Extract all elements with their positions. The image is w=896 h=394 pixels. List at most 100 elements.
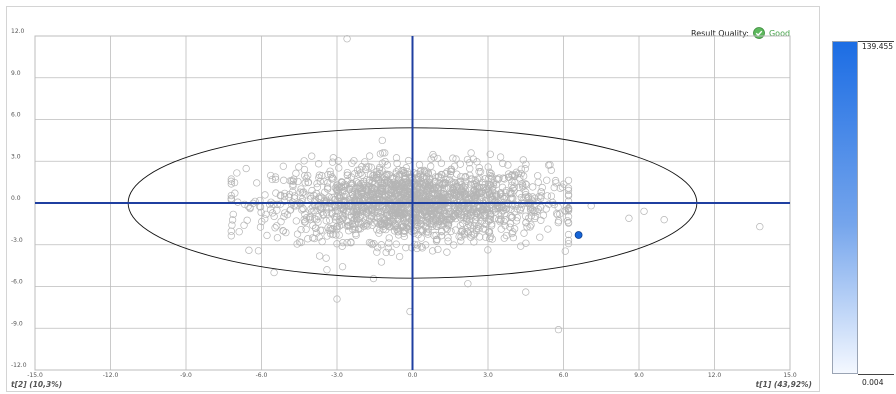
score-point[interactable] bbox=[267, 171, 275, 180]
score-point[interactable] bbox=[376, 186, 384, 194]
score-point[interactable] bbox=[444, 221, 452, 230]
score-point[interactable] bbox=[390, 227, 399, 235]
score-point[interactable] bbox=[348, 191, 356, 199]
score-point[interactable] bbox=[340, 182, 348, 190]
score-point[interactable] bbox=[381, 178, 389, 187]
score-point[interactable] bbox=[506, 190, 515, 198]
score-point[interactable] bbox=[402, 244, 410, 252]
score-point[interactable] bbox=[343, 171, 351, 179]
score-point[interactable] bbox=[468, 208, 476, 216]
score-point[interactable] bbox=[521, 188, 530, 196]
score-point[interactable] bbox=[361, 158, 369, 166]
score-point[interactable] bbox=[422, 241, 430, 249]
score-point[interactable] bbox=[466, 212, 475, 220]
score-point[interactable] bbox=[504, 161, 512, 169]
score-point[interactable] bbox=[365, 217, 373, 225]
score-point[interactable] bbox=[460, 231, 469, 239]
score-point[interactable] bbox=[240, 221, 248, 229]
score-point[interactable] bbox=[454, 187, 462, 195]
score-point[interactable] bbox=[270, 212, 278, 221]
score-point[interactable] bbox=[554, 203, 562, 211]
score-point[interactable] bbox=[500, 175, 509, 183]
score-point[interactable] bbox=[394, 231, 403, 239]
score-point[interactable] bbox=[380, 219, 388, 227]
score-point[interactable] bbox=[392, 154, 401, 162]
score-point[interactable] bbox=[378, 136, 386, 145]
score-point[interactable] bbox=[417, 234, 425, 242]
score-point[interactable] bbox=[356, 183, 364, 191]
score-point[interactable] bbox=[441, 191, 449, 199]
score-point[interactable] bbox=[488, 235, 496, 243]
score-point[interactable] bbox=[419, 216, 427, 225]
score-point[interactable] bbox=[554, 325, 563, 334]
score-point[interactable] bbox=[457, 187, 465, 195]
score-point[interactable] bbox=[486, 234, 494, 243]
score-point[interactable] bbox=[660, 216, 668, 224]
score-point[interactable] bbox=[470, 186, 479, 194]
score-point[interactable] bbox=[508, 213, 517, 221]
score-point[interactable] bbox=[407, 182, 415, 190]
score-point[interactable] bbox=[514, 170, 523, 178]
score-point[interactable] bbox=[246, 204, 254, 213]
score-point[interactable] bbox=[415, 175, 423, 184]
score-point[interactable] bbox=[359, 206, 367, 215]
score-point[interactable] bbox=[459, 214, 468, 222]
score-point[interactable] bbox=[428, 247, 437, 255]
score-point[interactable] bbox=[417, 220, 426, 228]
score-point[interactable] bbox=[397, 200, 406, 209]
score-point[interactable] bbox=[262, 210, 270, 219]
score-point[interactable] bbox=[520, 172, 528, 180]
score-point[interactable] bbox=[302, 225, 310, 233]
score-point[interactable] bbox=[286, 206, 294, 214]
score-point[interactable] bbox=[371, 191, 379, 199]
score-point[interactable] bbox=[445, 184, 453, 193]
score-point[interactable] bbox=[473, 208, 481, 216]
score-point[interactable] bbox=[476, 217, 485, 225]
score-point[interactable] bbox=[550, 183, 558, 192]
score-point[interactable] bbox=[318, 237, 326, 246]
score-point[interactable] bbox=[431, 173, 439, 181]
score-point[interactable] bbox=[375, 229, 383, 237]
score-point[interactable] bbox=[554, 218, 562, 227]
score-point[interactable] bbox=[444, 205, 452, 213]
score-point[interactable] bbox=[271, 173, 280, 181]
score-point[interactable] bbox=[500, 217, 508, 226]
score-point[interactable] bbox=[243, 216, 251, 224]
score-point[interactable] bbox=[362, 165, 370, 173]
score-point[interactable] bbox=[325, 205, 333, 213]
score-point[interactable] bbox=[328, 226, 336, 234]
score-point[interactable] bbox=[390, 178, 398, 186]
score-point[interactable] bbox=[377, 220, 385, 228]
score-point[interactable] bbox=[424, 170, 432, 178]
score-point[interactable] bbox=[327, 203, 336, 212]
score-point[interactable] bbox=[426, 175, 434, 183]
score-point[interactable] bbox=[375, 169, 384, 177]
score-point[interactable] bbox=[517, 170, 525, 178]
score-point[interactable] bbox=[424, 230, 432, 238]
score-point[interactable] bbox=[312, 189, 321, 198]
score-point[interactable] bbox=[281, 189, 289, 198]
score-point[interactable] bbox=[400, 210, 409, 218]
score-point[interactable] bbox=[441, 170, 450, 178]
score-point[interactable] bbox=[301, 172, 309, 180]
score-point[interactable] bbox=[465, 159, 474, 167]
score-point[interactable] bbox=[333, 186, 341, 195]
score-point[interactable] bbox=[439, 179, 447, 188]
score-point[interactable] bbox=[445, 217, 453, 225]
score-point[interactable] bbox=[304, 178, 313, 187]
score-point[interactable] bbox=[326, 167, 334, 175]
score-point[interactable] bbox=[499, 174, 507, 182]
score-point[interactable] bbox=[347, 238, 355, 246]
score-point[interactable] bbox=[497, 225, 505, 233]
score-point[interactable] bbox=[229, 210, 237, 218]
score-point[interactable] bbox=[231, 189, 239, 197]
score-point[interactable] bbox=[536, 233, 544, 241]
score-point[interactable] bbox=[356, 212, 364, 221]
score-point[interactable] bbox=[474, 225, 482, 233]
score-point[interactable] bbox=[326, 230, 335, 238]
score-point[interactable] bbox=[564, 230, 573, 239]
score-point[interactable] bbox=[529, 206, 537, 214]
score-point[interactable] bbox=[406, 197, 415, 205]
score-point[interactable] bbox=[316, 194, 324, 202]
score-point[interactable] bbox=[486, 190, 494, 199]
